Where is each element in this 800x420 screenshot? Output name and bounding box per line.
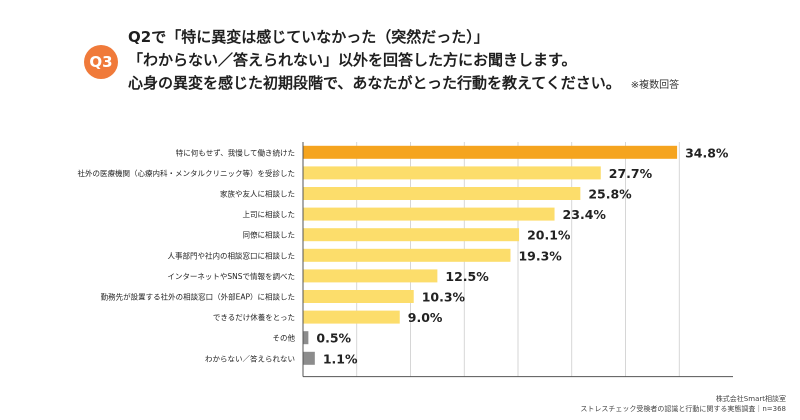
bar xyxy=(303,187,581,200)
category-label: 勤務先が設置する社外の相談窓口（外部EAP）に相談した xyxy=(101,292,295,302)
category-label: わからない／答えられない xyxy=(205,353,295,363)
value-label: 20.1% xyxy=(527,228,571,243)
category-label: 社外の医療機関（心療内科・メンタルクリニック等）を受診した xyxy=(78,168,296,178)
value-label: 9.0% xyxy=(408,310,443,325)
value-label: 10.3% xyxy=(422,290,466,305)
category-label: 特に何もせず、我慢して働き続けた xyxy=(176,147,295,157)
value-label: 34.8% xyxy=(685,145,729,160)
category-label: 同僚に相談した xyxy=(243,230,296,240)
bar-chart-canvas: 特に何もせず、我慢して働き続けた 34.8% 社外の医療機関（心療内科・メンタルクリ… xyxy=(0,136,800,386)
value-label: 0.5% xyxy=(316,331,351,346)
question-line-2: 「わからない／答えられない」以外を回答した方にお聞きします。 xyxy=(128,51,577,69)
bar xyxy=(303,351,315,365)
bar xyxy=(303,145,678,159)
bar xyxy=(303,331,309,345)
category-label: その他 xyxy=(273,333,296,343)
source-footer: 株式会社Smart相談室 ストレスチェック受検者の認識と行動に関する実態調査｜n… xyxy=(580,394,786,414)
question-text: Q2で「特に異変は感じていなかった（突然だった）」 「わからない／答えられない」… xyxy=(128,26,778,97)
source-survey: ストレスチェック受検者の認識と行動に関する実態調査｜n=368 xyxy=(580,405,786,413)
source-company: 株式会社Smart相談室 xyxy=(715,395,786,403)
bar xyxy=(303,228,520,242)
bar xyxy=(303,166,601,180)
value-label: 19.3% xyxy=(518,248,562,263)
question-line-3-text: 心身の異変を感じた初期段階で、あなたがとった行動を教えてください。 xyxy=(128,74,621,92)
category-label: 家族や友人に相談した xyxy=(220,189,295,199)
value-label: 1.1% xyxy=(323,351,358,366)
category-label: 人事部門や社内の相談窓口に相談した xyxy=(168,250,296,260)
bar xyxy=(303,248,511,262)
value-label: 25.8% xyxy=(588,187,632,202)
category-label: インターネットやSNSで情報を調べた xyxy=(167,271,295,281)
bar-chart-svg: 特に何もせず、我慢して働き続けた 34.8% 社外の医療機関（心療内科・メンタルクリ… xyxy=(78,142,733,378)
bar xyxy=(303,207,555,221)
question-line-1: Q2で「特に異変は感じていなかった（突然だった）」 xyxy=(128,28,489,46)
question-line-3: 心身の異変を感じた初期段階で、あなたがとった行動を教えてください。 ※複数回答 xyxy=(128,72,778,97)
bar xyxy=(303,310,400,324)
value-label: 23.4% xyxy=(563,207,607,222)
bar xyxy=(303,290,414,303)
value-label: 27.7% xyxy=(609,166,653,181)
bar xyxy=(303,269,438,283)
multiple-answer-note: ※複数回答 xyxy=(630,80,680,91)
value-label: 12.5% xyxy=(445,269,489,284)
bar-chart: 特に何もせず、我慢して働き続けた 34.8% 社外の医療機関（心療内科・メンタルクリ… xyxy=(0,136,800,386)
question-badge: Q3 xyxy=(84,45,118,79)
category-label: できるだけ休養をとった xyxy=(213,312,295,322)
category-label: 上司に相談した xyxy=(243,209,296,219)
